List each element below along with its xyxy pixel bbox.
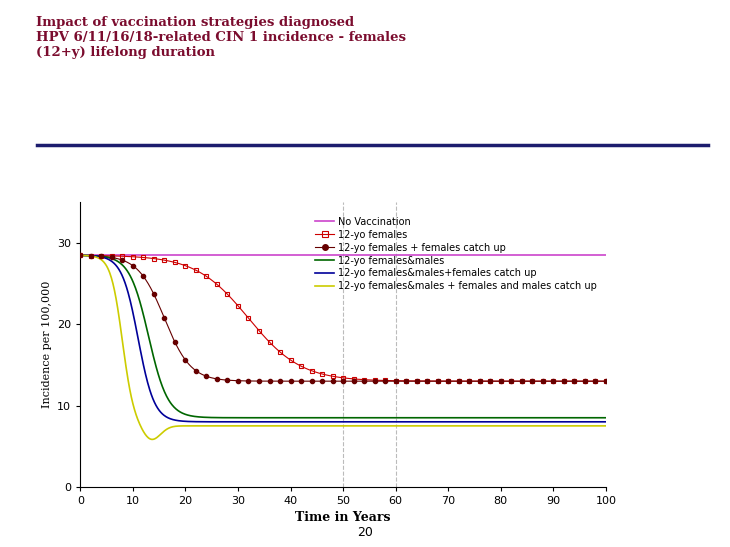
Text: 20: 20 bbox=[357, 526, 373, 539]
X-axis label: Time in Years: Time in Years bbox=[296, 511, 391, 525]
Text: Impact of vaccination strategies diagnosed
HPV 6/11/16/18-related CIN 1 incidenc: Impact of vaccination strategies diagnos… bbox=[36, 16, 407, 60]
Legend: No Vaccination, 12-yo females, 12-yo females + females catch up, 12-yo females&m: No Vaccination, 12-yo females, 12-yo fem… bbox=[311, 213, 601, 295]
Y-axis label: Incidence per 100,000: Incidence per 100,000 bbox=[42, 281, 52, 408]
